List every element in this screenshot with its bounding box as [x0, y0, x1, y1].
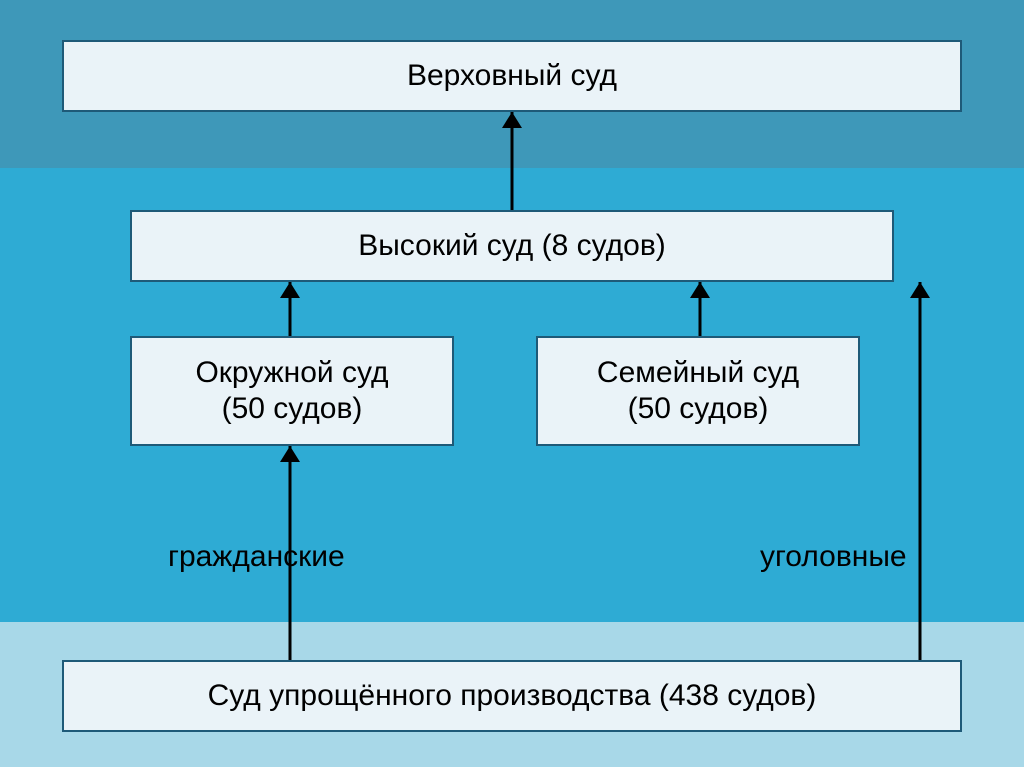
node-high: Высокий суд (8 судов) [130, 210, 894, 282]
node-simplified-label: Суд упрощённого производства (438 судов) [208, 678, 817, 714]
node-simplified: Суд упрощённого производства (438 судов) [62, 660, 962, 732]
court-hierarchy-diagram: Верховный суд Высокий суд (8 судов) Окру… [0, 0, 1024, 767]
node-supreme-label: Верховный суд [407, 58, 617, 94]
node-district-label: Окружной суд (50 судов) [195, 355, 388, 427]
node-high-label: Высокий суд (8 судов) [358, 228, 666, 264]
node-family: Семейный суд (50 судов) [536, 336, 860, 446]
node-supreme: Верховный суд [62, 40, 962, 112]
node-family-label: Семейный суд (50 судов) [597, 355, 799, 427]
criminal-label: уголовные [760, 540, 907, 574]
civil-label: гражданские [168, 540, 345, 574]
node-district: Окружной суд (50 судов) [130, 336, 454, 446]
